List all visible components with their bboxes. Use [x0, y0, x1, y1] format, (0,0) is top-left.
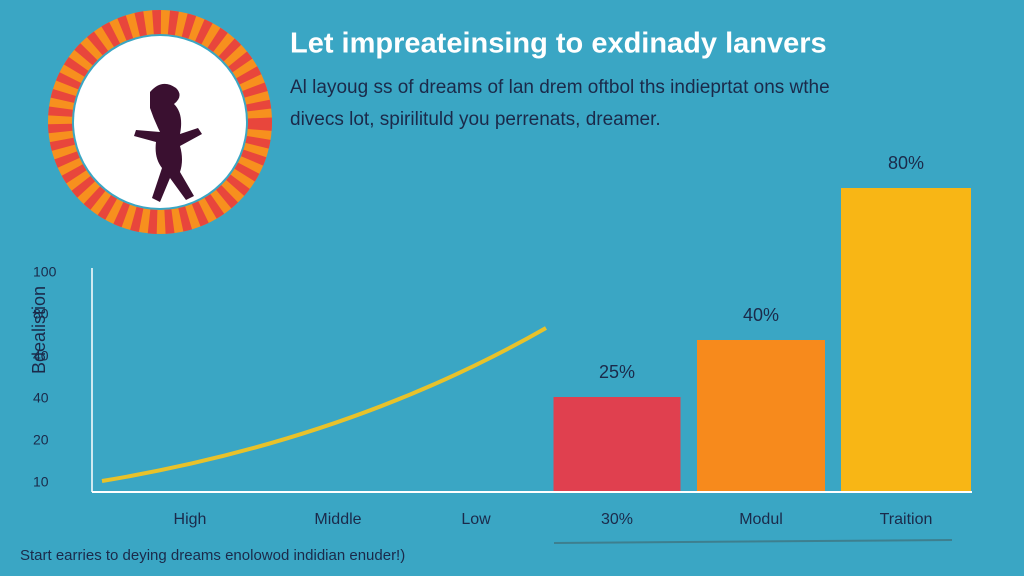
value-label: 40% — [743, 305, 779, 325]
x-tick-label: 30% — [601, 511, 633, 528]
y-axis-text: 40 — [33, 390, 49, 406]
bar — [697, 340, 825, 492]
emblem — [48, 10, 272, 234]
y-axis-text: 20 — [33, 432, 49, 448]
bar — [841, 188, 971, 492]
dancer-silhouette — [134, 83, 202, 202]
trend-curve — [101, 326, 547, 483]
x-tick-label: Middle — [314, 511, 361, 528]
y-axis-text: 40 — [33, 348, 49, 364]
x-tick-label: Low — [461, 511, 491, 528]
y-axis-label: Bdealistion — [29, 286, 49, 374]
y-axis-text: 10 — [33, 474, 49, 490]
underline — [553, 539, 953, 544]
y-axis-text: 100 — [33, 264, 57, 280]
value-label: 80% — [888, 153, 924, 173]
sunburst-rays — [48, 10, 272, 234]
x-tick-label: High — [174, 511, 207, 528]
bar — [553, 397, 681, 492]
footer: Start earries to deying dreams enolowod … — [20, 547, 405, 564]
subtitle-line: divecs lot, spirilituld you perrenats, d… — [290, 109, 661, 130]
x-tick-label: Modul — [739, 511, 783, 528]
x-tick-label: Traition — [880, 511, 933, 528]
subtitle-line: Al layoug ss of dreams of lan drem oftbo… — [290, 77, 830, 98]
y-axis-text: 80 — [33, 306, 49, 322]
title: Let impreateinsing to exdinady lanvers — [290, 28, 827, 60]
value-label: 25% — [599, 362, 635, 382]
